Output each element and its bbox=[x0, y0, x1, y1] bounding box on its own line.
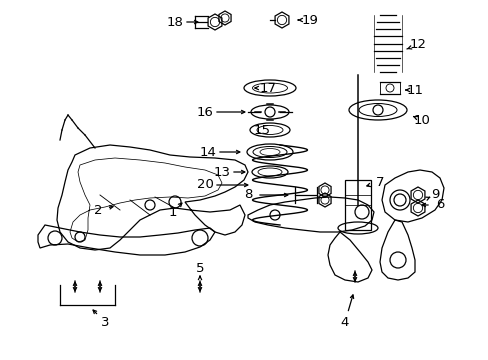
Text: 19: 19 bbox=[301, 13, 318, 27]
Text: 20: 20 bbox=[196, 179, 213, 192]
Text: 15: 15 bbox=[253, 123, 270, 136]
Text: 8: 8 bbox=[244, 189, 252, 202]
Text: 13: 13 bbox=[213, 166, 230, 179]
Text: 1: 1 bbox=[168, 206, 177, 219]
Bar bbox=[345, 180, 370, 230]
Text: 10: 10 bbox=[413, 113, 429, 126]
Text: 2: 2 bbox=[94, 203, 102, 216]
Text: 4: 4 bbox=[340, 315, 348, 328]
Text: 7: 7 bbox=[375, 175, 384, 189]
Text: 12: 12 bbox=[408, 39, 426, 51]
Text: 3: 3 bbox=[101, 315, 109, 328]
Text: 14: 14 bbox=[199, 145, 216, 158]
Text: 5: 5 bbox=[195, 261, 204, 274]
Text: 16: 16 bbox=[196, 105, 213, 118]
Text: 9: 9 bbox=[430, 189, 438, 202]
Text: 18: 18 bbox=[166, 15, 183, 28]
Text: 11: 11 bbox=[406, 84, 423, 96]
Text: 6: 6 bbox=[435, 198, 443, 211]
Text: 17: 17 bbox=[259, 81, 276, 94]
